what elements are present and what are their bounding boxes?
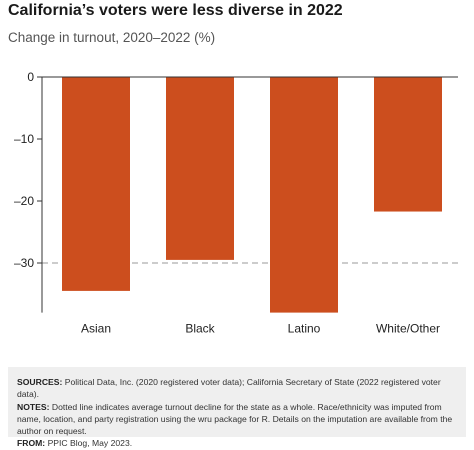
chart-title: California’s voters were less diverse in… [8,2,343,19]
bar-black [166,77,234,260]
x-tick-label: Latino [288,322,321,336]
bar-latino [270,77,338,313]
notes-text: Dotted line indicates average turnout de… [17,401,453,437]
y-tick-label: 0 [27,70,34,84]
sources-label: SOURCES: [17,377,63,387]
x-tick-label: Black [185,322,215,336]
y-tick-label: –30 [14,256,34,270]
sources-text: Political Data, Inc. (2020 registered vo… [17,377,441,400]
y-tick-label: –10 [14,132,34,146]
from-text: PPIC Blog, May 2023. [47,438,133,449]
from-label: FROM: [17,438,46,449]
bar-white-other [374,77,442,212]
chart-subtitle: Change in turnout, 2020–2022 (%) [8,30,216,45]
x-tick-label: White/Other [376,322,440,336]
bar-chart: Asian Black Latino White/Other 0 –10 –20 –30 [14,70,458,336]
x-tick-label: Asian [81,322,111,336]
bar-asian [62,77,130,291]
y-tick-label: –20 [14,194,34,208]
footer-notes: SOURCES: Political Data, Inc. (2020 regi… [8,367,466,448]
notes-label: NOTES: [17,401,50,412]
